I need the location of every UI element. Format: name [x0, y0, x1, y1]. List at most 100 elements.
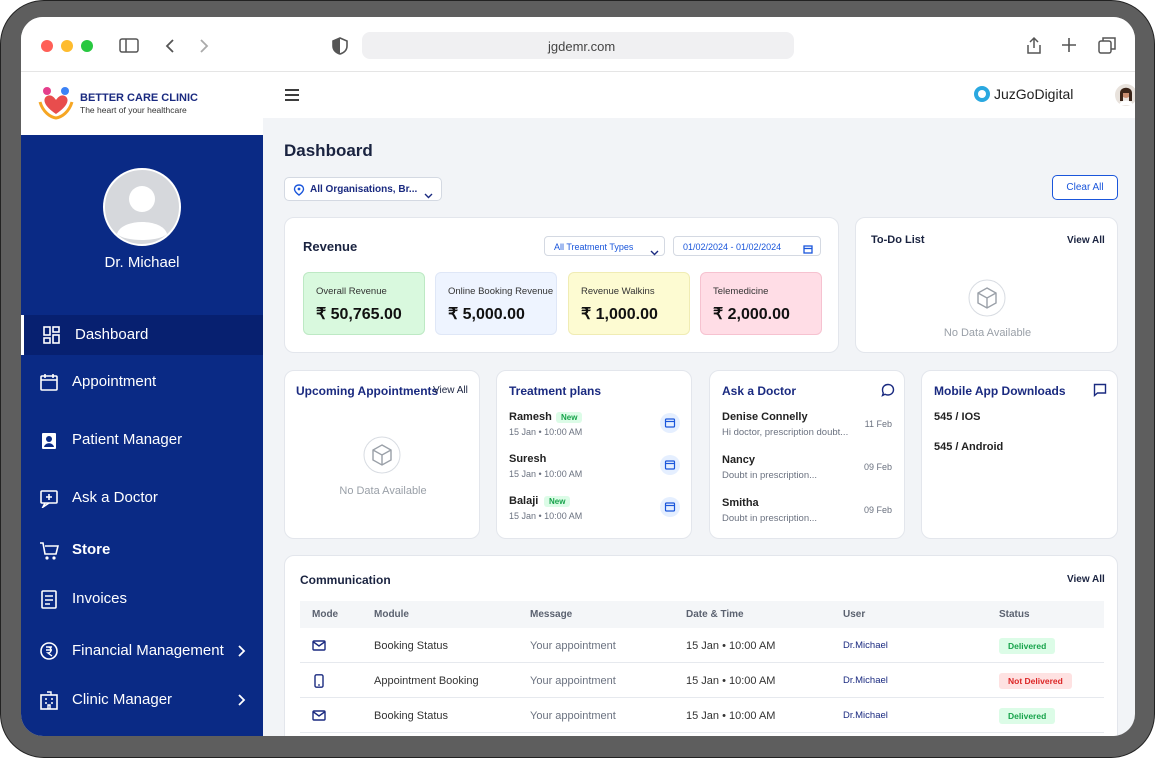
chevron — [237, 693, 247, 712]
revenue-tile-value: ₹ 5,000.00 — [448, 306, 525, 323]
user-name: Dr. Michael — [104, 254, 180, 271]
nav-item[interactable]: Appointment — [21, 362, 263, 402]
nav-label: Appointment — [72, 373, 157, 390]
treatment-filter[interactable]: All Treatment Types — [544, 236, 665, 256]
communication-view-all[interactable]: View All — [1067, 574, 1105, 585]
calendar-button[interactable] — [660, 455, 680, 480]
menu-button[interactable] — [284, 88, 300, 102]
revenue-tile-label: Revenue Walkins — [581, 286, 655, 297]
ask-title: Ask a Doctor — [722, 384, 797, 398]
ask-date: 09 Feb — [863, 462, 892, 472]
date-time: 15 Jan • 10:00 AM — [686, 710, 776, 722]
nav-icon — [39, 589, 59, 614]
clear-all-button[interactable]: Clear All — [1052, 175, 1118, 200]
brand-icon — [974, 86, 990, 102]
chat-icon[interactable] — [881, 383, 895, 402]
brand-name: JuzGoDigital — [994, 86, 1074, 102]
org-filter[interactable]: All Organisations, Br... — [284, 177, 442, 201]
nav-item[interactable]: Ask a Doctor — [21, 478, 263, 518]
app-header: JuzGoDigital — [263, 72, 1135, 118]
nav-label: Store — [72, 541, 111, 558]
revenue-tile-label: Telemedicine — [713, 286, 769, 297]
nav-item[interactable]: Patient Manager — [21, 420, 263, 460]
browser-toolbar: jgdemr.com — [21, 17, 1135, 72]
todo-view-all[interactable]: View All — [1067, 235, 1105, 246]
column-header: Date & Time — [686, 609, 744, 620]
asker-name: Smitha — [722, 497, 759, 509]
nav-icon — [39, 641, 59, 666]
row-divider — [300, 697, 1104, 698]
download-count: 545 / IOS — [934, 411, 981, 423]
upcoming-empty: No Data Available — [339, 485, 427, 497]
module: Booking Status — [374, 710, 448, 722]
nav-icon — [39, 372, 59, 397]
module: Appointment Booking — [374, 675, 479, 687]
patient-name: Ramesh — [509, 411, 552, 423]
treatment-title: Treatment plans — [509, 384, 602, 398]
date-time: 15 Jan • 10:00 AM — [686, 640, 776, 652]
date-filter[interactable]: 01/02/2024 - 01/02/2024 — [673, 236, 821, 256]
user: Dr.Michael — [843, 640, 888, 651]
clinic-name: BETTER CARE CLINIC — [80, 92, 198, 104]
close-button[interactable] — [41, 40, 53, 52]
nav-item[interactable]: Invoices — [21, 579, 263, 619]
nav-item[interactable]: Dashboard — [21, 315, 263, 355]
treatment-filter-text: All Treatment Types — [554, 242, 634, 252]
patient-name: Suresh — [509, 453, 547, 465]
nav-icon — [39, 540, 60, 565]
user: Dr.Michael — [843, 710, 888, 721]
url-bar[interactable]: jgdemr.com — [362, 32, 794, 59]
column-header: Mode — [312, 609, 339, 620]
revenue-tile: Revenue Walkins ₹ 1,000.00 — [568, 272, 690, 335]
empty-icon — [363, 436, 401, 479]
nav-label: Dashboard — [75, 326, 149, 343]
user: Dr.Michael — [843, 675, 888, 686]
module: Booking Status — [374, 640, 448, 652]
asker-name: Denise Connelly — [722, 411, 808, 423]
ask-date: 11 Feb — [864, 419, 892, 429]
minimize-button[interactable] — [61, 40, 73, 52]
nav-item[interactable]: Store — [21, 530, 263, 570]
nav-item[interactable]: Financial Management — [21, 631, 263, 671]
todo-title: To-Do List — [871, 234, 925, 246]
nav-icon — [39, 488, 59, 513]
download-count: 545 / Android — [934, 441, 1004, 453]
calendar-button[interactable] — [660, 413, 680, 438]
chevron — [237, 644, 247, 663]
revenue-tile: Online Booking Revenue ₹ 5,000.00 — [435, 272, 557, 335]
communication-card: Communication View All Mode Module Message Da… — [284, 555, 1118, 736]
calendar-button[interactable] — [660, 497, 680, 522]
communication-title: Communication — [300, 573, 391, 587]
zoom-button[interactable] — [81, 40, 93, 52]
profile-avatar[interactable] — [1114, 83, 1135, 107]
logo-area: BETTER CARE CLINIC The heart of your hea… — [21, 72, 263, 135]
shield-icon[interactable] — [332, 37, 348, 55]
sidebar: Dr. Michael Dashboard Appointment Patient … — [21, 135, 263, 736]
todo-card: To-Do List View All No Data Available — [855, 217, 1118, 353]
revenue-tile-label: Overall Revenue — [316, 286, 387, 297]
toolbar-icons[interactable] — [119, 37, 319, 55]
ask-message: Doubt in prescription... — [722, 513, 818, 524]
status-badge: Delivered — [999, 638, 1056, 654]
nav-icon — [39, 430, 59, 455]
asker-name: Nancy — [722, 454, 756, 466]
mode-icon — [312, 639, 326, 658]
pin-icon — [293, 183, 305, 201]
column-header: User — [843, 609, 866, 620]
message-icon[interactable] — [1093, 383, 1107, 402]
org-filter-text: All Organisations, Br... — [310, 184, 418, 195]
browser-actions[interactable] — [1024, 35, 1134, 55]
nav-icon — [42, 325, 62, 350]
revenue-card: Revenue All Treatment Types 01/02/2024 - 0… — [284, 217, 839, 353]
date-time: 15 Jan • 10:00 AM — [686, 675, 776, 687]
revenue-tile-value: ₹ 50,765.00 — [316, 306, 402, 323]
nav-label: Clinic Manager — [72, 691, 173, 708]
upcoming-view-all[interactable]: View All — [433, 385, 468, 396]
main-content: Dashboard All Organisations, Br... Clear A… — [263, 118, 1135, 736]
user-avatar — [103, 168, 181, 246]
nav-item[interactable]: Clinic Manager — [21, 680, 263, 720]
revenue-tile-label: Online Booking Revenue — [448, 286, 554, 297]
patient-name: Balaji — [509, 495, 539, 507]
status-badge: Delivered — [999, 708, 1056, 724]
nav-label: Invoices — [72, 590, 128, 607]
